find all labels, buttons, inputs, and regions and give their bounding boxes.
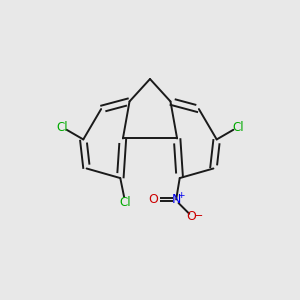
Text: O: O bbox=[148, 193, 158, 206]
Text: Cl: Cl bbox=[56, 121, 68, 134]
Text: −: − bbox=[194, 211, 203, 220]
Text: O: O bbox=[187, 210, 196, 223]
Text: +: + bbox=[177, 191, 185, 200]
Text: N: N bbox=[172, 193, 181, 206]
Text: Cl: Cl bbox=[119, 196, 131, 209]
Text: Cl: Cl bbox=[232, 121, 244, 134]
